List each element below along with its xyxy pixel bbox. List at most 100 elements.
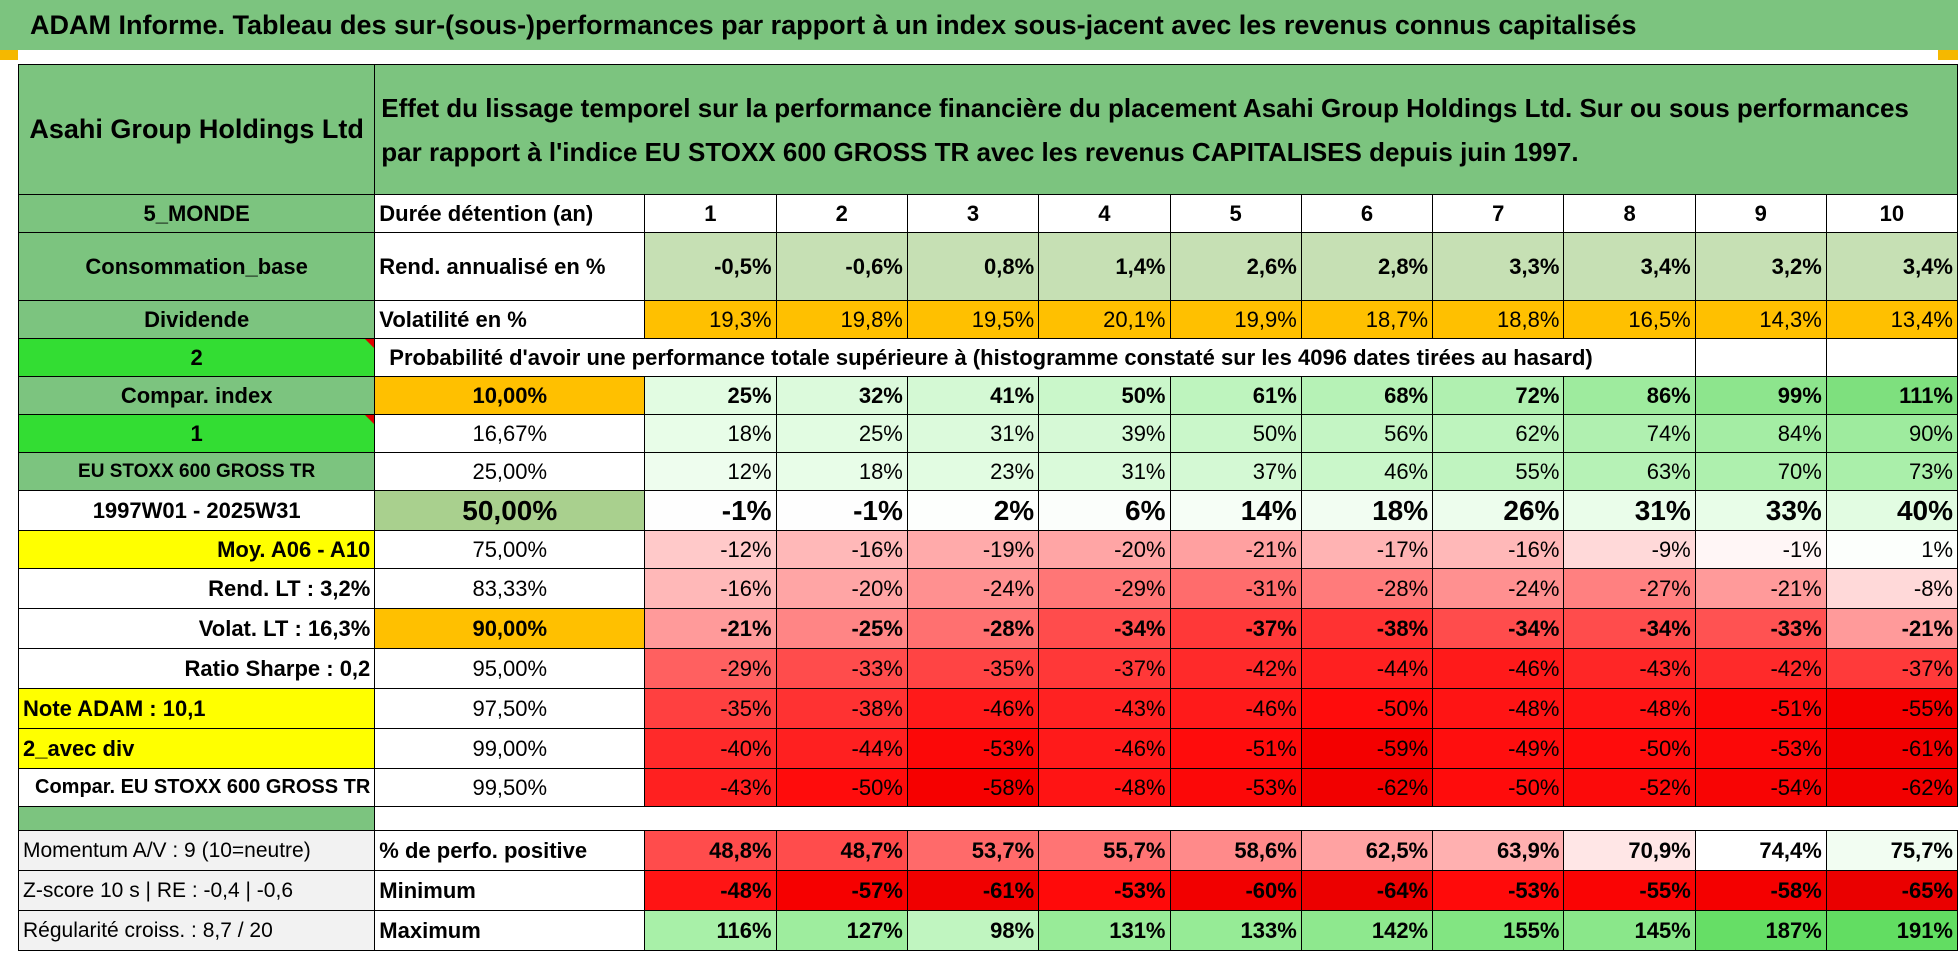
prob-value: 68% (1300, 376, 1434, 415)
prob-value: -28% (906, 608, 1040, 649)
year-header: 6 (1300, 194, 1434, 233)
prob-value: -27% (1563, 568, 1696, 609)
prob-value: 50% (1169, 414, 1302, 453)
prob-value: -35% (906, 648, 1040, 689)
positive-perf-value: 63,9% (1432, 830, 1565, 871)
maximum-value: 155% (1432, 910, 1565, 951)
prob-value: 18% (644, 414, 777, 453)
table-description: Effet du lissage temporel sur la perform… (374, 64, 1958, 195)
prob-value: 37% (1169, 452, 1302, 491)
prob-value: 31% (1038, 452, 1171, 491)
probability-header-row: 2 Probabilité d'avoir une performance to… (17, 338, 1958, 377)
selector-cell-2[interactable]: 2 (17, 338, 376, 377)
header-row: Asahi Group Holdings Ltd Effet du lissag… (17, 64, 1958, 195)
spacer-cell (17, 806, 376, 831)
prob-value: -54% (1694, 768, 1827, 807)
positive-perf-value: 74,4% (1694, 830, 1827, 871)
empty-cell (1694, 338, 1827, 377)
company-name: Asahi Group Holdings Ltd (17, 64, 376, 195)
prob-value: -46% (906, 688, 1040, 729)
prob-row: Compar. index 10,00% 25% 32% 41% 50% 61%… (17, 376, 1958, 415)
minimum-value: -65% (1825, 870, 1958, 911)
volatility-value: 19,5% (906, 300, 1040, 339)
prob-row: Moy. A06 - A10 75,00% -12% -16% -19% -20… (17, 530, 1958, 569)
prob-value: -43% (1563, 648, 1696, 689)
prob-value: 18% (775, 452, 908, 491)
minimum-value: -64% (1300, 870, 1434, 911)
prob-value: 84% (1694, 414, 1827, 453)
annual-return-value: 2,8% (1300, 232, 1434, 301)
volatility-value: 13,4% (1825, 300, 1958, 339)
prob-value: -34% (1432, 608, 1565, 649)
frame-marker-left (0, 50, 18, 60)
holding-duration-label: Durée détention (an) (374, 194, 646, 233)
prob-value: 56% (1300, 414, 1434, 453)
report-title: ADAM Informe. Tableau des sur-(sous-)per… (30, 10, 1637, 40)
prob-value: -16% (775, 530, 908, 569)
annual-return-value: -0,5% (644, 232, 777, 301)
prob-value: 32% (775, 376, 908, 415)
year-header: 2 (775, 194, 908, 233)
prob-row: 1 16,67% 18% 25% 31% 39% 50% 56% 62% 74%… (17, 414, 1958, 453)
frame-marker-right (1938, 50, 1958, 60)
title-bar: ADAM Informe. Tableau des sur-(sous-)per… (0, 0, 1958, 50)
prob-value: 12% (644, 452, 777, 491)
prob-value: 31% (1563, 490, 1696, 531)
minimum-value: -53% (1432, 870, 1565, 911)
annual-return-value: -0,6% (775, 232, 908, 301)
prob-value: -46% (1169, 688, 1302, 729)
annual-return-value: 1,4% (1038, 232, 1171, 301)
volatility-row: Dividende Volatilité en % 19,3% 19,8% 19… (17, 300, 1958, 339)
prob-value: -50% (775, 768, 908, 807)
prob-value: 41% (906, 376, 1040, 415)
prob-value: -38% (1300, 608, 1434, 649)
prob-value: -55% (1825, 688, 1958, 729)
average-label: Moy. A06 - A10 (17, 530, 376, 569)
prob-value: 99% (1694, 376, 1827, 415)
year-header: 3 (906, 194, 1040, 233)
prob-value: -48% (1432, 688, 1565, 729)
prob-threshold: 75,00% (374, 530, 646, 569)
prob-value: -50% (1563, 728, 1696, 769)
prob-value: -42% (1169, 648, 1302, 689)
prob-value: 6% (1038, 490, 1171, 531)
prob-value: -44% (775, 728, 908, 769)
prob-value: -51% (1169, 728, 1302, 769)
prob-row: Compar. EU STOXX 600 GROSS TR 99,50% -43… (17, 768, 1958, 807)
positive-perf-value: 55,7% (1038, 830, 1171, 871)
prob-value: -31% (1169, 568, 1302, 609)
prob-value: -53% (1694, 728, 1827, 769)
prob-value: -33% (775, 648, 908, 689)
prob-value: 86% (1563, 376, 1696, 415)
prob-threshold: 83,33% (374, 568, 646, 609)
prob-value: 55% (1432, 452, 1565, 491)
prob-value: -29% (1038, 568, 1171, 609)
positive-perf-value: 75,7% (1825, 830, 1958, 871)
prob-value: -48% (1038, 768, 1171, 807)
prob-value: -53% (1169, 768, 1302, 807)
prob-value: 1% (1825, 530, 1958, 569)
selector-cell-1[interactable]: 1 (17, 414, 376, 453)
maximum-value: 133% (1169, 910, 1302, 951)
zscore-label: Z-score 10 s | RE : -0,4 | -0,6 (17, 870, 376, 911)
prob-value: -21% (644, 608, 777, 649)
prob-threshold: 16,67% (374, 414, 646, 453)
prob-value: 23% (906, 452, 1040, 491)
positive-perf-value: 48,8% (644, 830, 777, 871)
prob-threshold: 10,00% (374, 376, 646, 415)
prob-value: -1% (775, 490, 908, 531)
prob-value: -16% (644, 568, 777, 609)
prob-row: Volat. LT : 16,3% 90,00% -21% -25% -28% … (17, 608, 1958, 649)
prob-value: 39% (1038, 414, 1171, 453)
prob-value: 40% (1825, 490, 1958, 531)
prob-value: 50% (1038, 376, 1171, 415)
prob-value: 46% (1300, 452, 1434, 491)
positive-perf-label: % de perfo. positive (374, 830, 646, 871)
prob-value: -21% (1694, 568, 1827, 609)
prob-value: -17% (1300, 530, 1434, 569)
minimum-value: -57% (775, 870, 908, 911)
regularity-label: Régularité croiss. : 8,7 / 20 (17, 910, 376, 951)
performance-table: Asahi Group Holdings Ltd Effet du lissag… (17, 64, 1958, 951)
volatility-value: 18,7% (1300, 300, 1434, 339)
prob-value: -43% (1038, 688, 1171, 729)
